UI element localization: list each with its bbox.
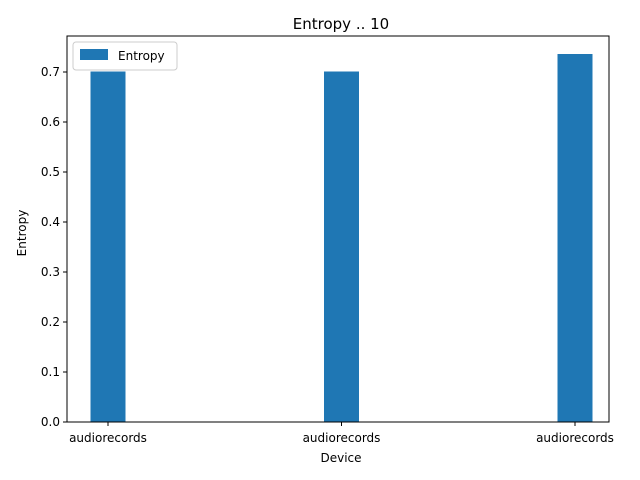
legend: Entropy bbox=[72, 41, 178, 71]
y-ticks: 0.0 0.1 0.2 0.3 0.4 0.5 0.6 0.7 bbox=[41, 65, 67, 429]
y-tick-label-0: 0.0 bbox=[41, 415, 60, 429]
y-tick-label-3: 0.3 bbox=[41, 265, 60, 279]
y-tick-label-1: 0.1 bbox=[41, 365, 60, 379]
bars-group bbox=[90, 54, 593, 422]
x-axis-label: Device bbox=[320, 451, 361, 465]
plot-frame bbox=[66, 35, 610, 423]
y-tick-label-4: 0.4 bbox=[41, 215, 60, 229]
x-tick-label-2: audiorecords bbox=[536, 431, 614, 445]
chart-title: Entropy .. 10 bbox=[293, 15, 389, 33]
y-tick-label-2: 0.2 bbox=[41, 315, 60, 329]
x-tick-label-1: audiorecords bbox=[303, 431, 381, 445]
x-tick-label-0: audiorecords bbox=[69, 431, 147, 445]
y-tick-label-5: 0.5 bbox=[41, 165, 60, 179]
legend-label: Entropy bbox=[118, 49, 165, 63]
y-axis-label: Entropy bbox=[15, 210, 29, 257]
bar-2 bbox=[557, 54, 593, 422]
y-tick-label-6: 0.6 bbox=[41, 115, 60, 129]
legend-swatch bbox=[80, 49, 108, 60]
y-tick-label-7: 0.7 bbox=[41, 65, 60, 79]
bar-1 bbox=[324, 71, 359, 422]
bar-0 bbox=[90, 71, 126, 422]
axes-frame bbox=[66, 35, 610, 423]
x-ticks: audiorecords audiorecords audiorecords bbox=[69, 422, 614, 445]
